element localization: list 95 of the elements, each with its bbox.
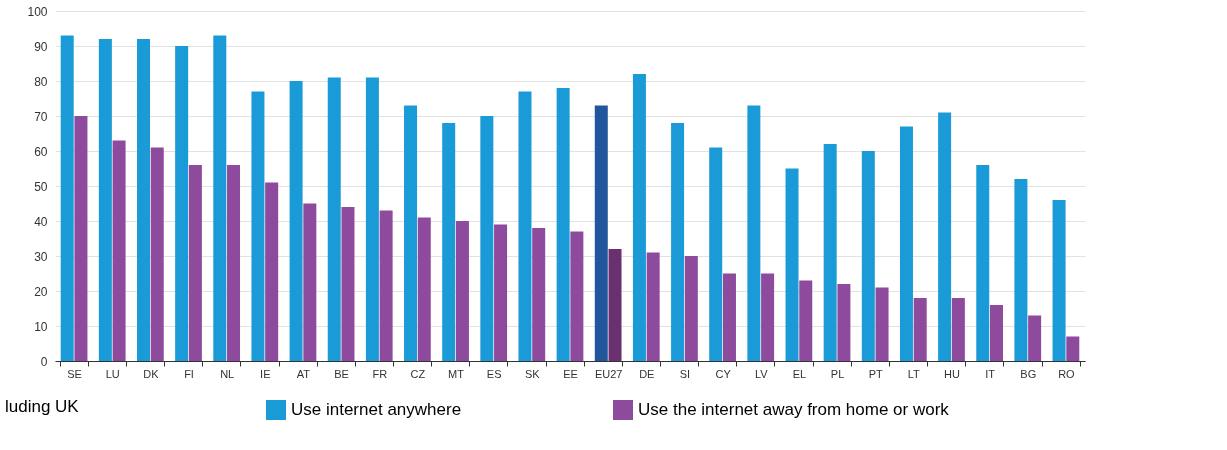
- y-tick-label: 70: [34, 109, 48, 124]
- bar: [556, 88, 570, 361]
- x-tick-label: ES: [486, 367, 502, 380]
- bar: [251, 91, 265, 361]
- bar: [747, 105, 761, 361]
- x-tick-label: SK: [525, 367, 541, 380]
- y-tick-label: 60: [34, 144, 48, 159]
- bar: [455, 221, 469, 361]
- y-tick-label: 50: [34, 179, 48, 194]
- bar: [899, 126, 913, 361]
- x-tick-label: DK: [143, 367, 160, 380]
- bar: [303, 203, 317, 361]
- bar: [112, 140, 126, 361]
- bar: [74, 116, 88, 361]
- bar: [480, 116, 494, 361]
- x-tick-label: PL: [830, 367, 845, 380]
- x-tick-label: SI: [679, 367, 691, 380]
- bar: [671, 123, 685, 361]
- x-tick-label: IT: [985, 367, 996, 380]
- y-tick-label: 40: [34, 214, 48, 229]
- bar: [213, 35, 227, 361]
- bar: [1052, 200, 1066, 361]
- y-tick-label: 20: [34, 284, 48, 299]
- bar: [608, 249, 622, 361]
- bar: [417, 217, 431, 361]
- legend-label: Use internet anywhere: [291, 400, 462, 419]
- x-tick-label: HU: [944, 367, 960, 380]
- bar: [861, 151, 875, 361]
- bar: [98, 39, 112, 361]
- x-tick-label: LT: [907, 367, 921, 380]
- x-tick-label: EE: [563, 367, 578, 380]
- x-tick-label: FR: [372, 367, 388, 380]
- bar: [137, 39, 150, 361]
- y-tick-label: 0: [40, 354, 48, 369]
- bar: [785, 168, 799, 361]
- bar: [150, 147, 164, 361]
- x-tick-label: EL: [792, 367, 807, 380]
- x-tick-label: BE: [334, 367, 349, 380]
- bar: [494, 224, 508, 361]
- bar: [265, 182, 279, 361]
- bar: [1014, 179, 1028, 361]
- bar: [60, 35, 74, 361]
- y-tick-label: 10: [34, 319, 48, 334]
- bar: [990, 305, 1003, 361]
- x-tick-label: AT: [296, 367, 311, 380]
- bar: [976, 165, 990, 361]
- bar: [570, 231, 584, 361]
- x-tick-label: MT: [448, 367, 465, 380]
- y-tick-label: 30: [34, 249, 48, 264]
- bar: [761, 273, 775, 361]
- bar: [175, 46, 189, 361]
- bar: [404, 105, 418, 361]
- bar: [188, 165, 202, 361]
- bar: [722, 273, 736, 361]
- bar: [799, 280, 813, 361]
- bar: [913, 298, 927, 361]
- bar: [875, 287, 889, 361]
- bar: [709, 147, 723, 361]
- bar: [823, 144, 837, 361]
- x-tick-label: FI: [184, 367, 194, 380]
- bar: [365, 77, 379, 361]
- bar: [341, 207, 355, 361]
- x-tick-label: LU: [105, 367, 120, 380]
- x-tick-label: DE: [639, 367, 655, 380]
- bar: [837, 284, 851, 361]
- x-tick-label: CZ: [410, 367, 426, 380]
- x-tick-label: CY: [715, 367, 732, 380]
- x-tick-label: IE: [260, 367, 271, 380]
- x-tick-label: RO: [1058, 367, 1076, 380]
- bar: [594, 105, 608, 361]
- bar: [532, 228, 546, 361]
- x-tick-label: BG: [1020, 367, 1037, 380]
- bar: [938, 112, 952, 361]
- x-tick-label: LV: [754, 367, 769, 380]
- y-tick-label: 90: [34, 39, 48, 54]
- x-tick-label: SE: [67, 367, 82, 380]
- bar: [632, 74, 646, 361]
- bar: [379, 210, 393, 361]
- y-tick-label: 100: [27, 4, 48, 19]
- bar: [327, 77, 341, 361]
- bar: [289, 81, 303, 361]
- bar: [1028, 315, 1042, 361]
- bar: [646, 252, 660, 361]
- bar: [684, 256, 698, 361]
- text: luding UK: [5, 397, 80, 416]
- y-tick-label: 80: [34, 74, 48, 89]
- bar: [518, 91, 532, 361]
- legend-label: Use the internet away from home or work: [638, 400, 950, 419]
- bar: [951, 298, 965, 361]
- bar: [1066, 336, 1080, 361]
- x-tick-label: EU27: [594, 367, 623, 380]
- bar: [442, 123, 456, 361]
- x-tick-label: PT: [868, 367, 883, 380]
- x-tick-label: NL: [220, 367, 235, 380]
- bar: [227, 165, 241, 361]
